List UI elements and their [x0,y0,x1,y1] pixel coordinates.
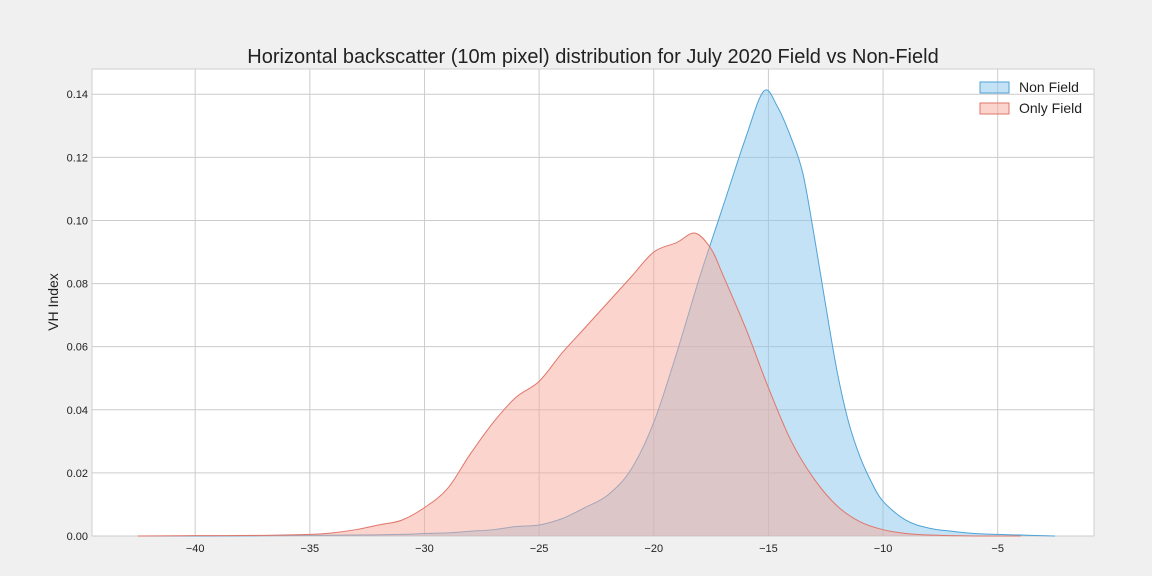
y-axis-ticks: 0.00 0.02 0.04 0.06 0.08 0.10 0.12 0.14 [67,89,88,543]
chart-title: Horizontal backscatter (10m pixel) distr… [247,46,938,68]
x-tick-label: −40 [186,543,205,555]
y-tick-label: 0.00 [67,531,88,543]
y-axis-label: VH Index [45,273,61,331]
area-fill-only-field [137,232,1021,536]
legend-label: Non Field [1019,79,1079,95]
x-tick-label: −25 [530,543,549,555]
x-tick-label: −35 [300,543,319,555]
y-tick-label: 0.02 [67,468,88,480]
y-tick-label: 0.08 [67,279,88,291]
x-tick-label: −20 [644,543,663,555]
y-tick-label: 0.06 [67,342,88,354]
x-axis-ticks: −40 −35 −30 −25 −20 −15 −10 −5 [186,543,1004,555]
legend-label: Only Field [1019,100,1082,116]
y-tick-label: 0.04 [67,405,88,417]
density-areas [137,89,1056,537]
y-tick-label: 0.10 [67,215,88,227]
y-tick-label: 0.12 [67,152,88,164]
x-tick-label: −15 [759,543,778,555]
legend-swatch [979,102,1010,115]
area-line-only-field [137,232,1021,537]
x-tick-label: −5 [991,543,1004,555]
y-tick-label: 0.14 [67,89,88,101]
area-fill-non-field [137,89,1056,537]
x-tick-label: −10 [874,543,893,555]
x-tick-label: −30 [415,543,434,555]
legend: Non Field Only Field [979,79,1082,116]
legend-swatch [979,81,1010,94]
